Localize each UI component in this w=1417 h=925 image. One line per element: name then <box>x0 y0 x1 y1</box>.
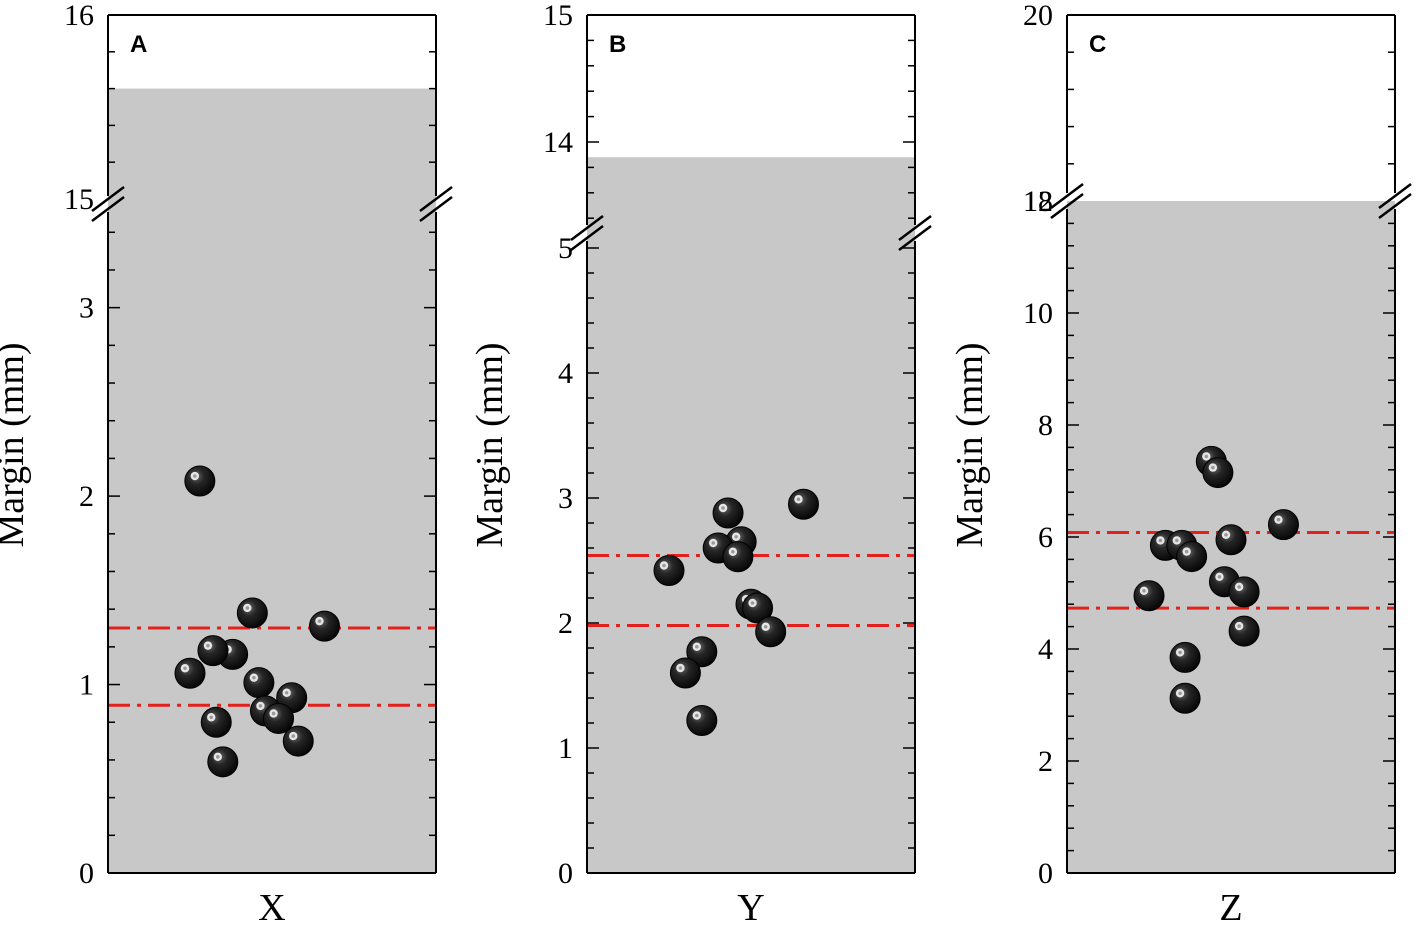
panel-a-break-marks <box>91 186 453 222</box>
panel-c-tick-label: 8 <box>1038 409 1053 442</box>
panel-a-xlabel: X <box>258 887 285 925</box>
panel-a-tick-label: 15 <box>64 183 94 216</box>
data-point <box>1202 457 1234 489</box>
data-point <box>1215 524 1247 556</box>
panel-b-tick-label: 2 <box>558 607 573 640</box>
axis-break-mark <box>1378 183 1412 209</box>
panel-c-tick-label: 10 <box>1023 297 1053 330</box>
data-point <box>197 635 229 667</box>
data-point <box>1267 509 1299 541</box>
data-point <box>742 592 774 624</box>
panel-a-tick-labels: 0 1 2 3 15 16 <box>64 0 94 890</box>
panel-c-points <box>1133 445 1299 714</box>
panel-a-shade-upper <box>108 88 436 204</box>
panel-a-tick-label: 16 <box>64 0 94 32</box>
panel-a: 0 1 2 3 15 16 A Margin (mm) X <box>0 0 453 925</box>
panel-a-tick-label: 1 <box>79 669 94 702</box>
data-point <box>686 636 718 668</box>
panel-c-tick-label: 6 <box>1038 521 1053 554</box>
axis-break-mark <box>91 186 125 212</box>
data-point <box>712 497 744 529</box>
panel-a-tick-label: 2 <box>79 480 94 513</box>
axis-break-mark <box>91 196 125 222</box>
axis-break-mark <box>1378 193 1412 219</box>
data-point <box>263 702 295 734</box>
panel-b-tick-labels: 0 1 2 3 4 5 14 15 <box>543 0 573 890</box>
panel-b-shade-upper <box>587 157 915 233</box>
panel-b: 0 1 2 3 4 5 14 15 B Margin (mm) Y <box>469 0 932 925</box>
data-point <box>1133 580 1165 612</box>
data-point <box>1228 576 1260 608</box>
panel-b-xlabel: Y <box>737 887 764 925</box>
panel-b-tick-label: 1 <box>558 732 573 765</box>
data-point <box>207 746 239 778</box>
data-point <box>1228 615 1260 647</box>
panel-a-tick-label: 3 <box>79 292 94 325</box>
panel-a-tick-label: 0 <box>79 857 94 890</box>
data-point <box>308 610 340 642</box>
data-point <box>1176 541 1208 573</box>
panel-b-tick-label: 14 <box>543 126 573 159</box>
axis-break-mark <box>898 215 932 241</box>
panel-b-tick-label: 3 <box>558 482 573 515</box>
data-point <box>243 667 275 699</box>
panel-c-ylabel: Margin (mm) <box>949 342 991 547</box>
panel-a-frame <box>107 14 437 874</box>
data-point <box>686 705 718 736</box>
axis-break-mark <box>1050 183 1084 209</box>
panel-c-tick-label: 2 <box>1038 745 1053 778</box>
panel-c-label: C <box>1089 31 1106 58</box>
data-point <box>787 488 819 520</box>
data-point <box>184 465 216 497</box>
data-point <box>236 597 268 629</box>
panel-b-break-marks <box>570 215 932 251</box>
panel-c-break-marks <box>1050 183 1412 219</box>
panel-b-tick-label: 0 <box>558 857 573 890</box>
panel-b-label: B <box>609 31 626 58</box>
data-point <box>722 541 754 573</box>
data-point <box>200 706 232 738</box>
data-point <box>174 657 206 689</box>
panel-b-tick-label: 5 <box>558 232 573 265</box>
panel-b-tick-label: 4 <box>558 357 573 390</box>
data-point <box>669 657 701 689</box>
data-point <box>282 725 314 757</box>
axis-break-mark <box>570 215 604 241</box>
panel-a-ylabel: Margin (mm) <box>0 342 32 547</box>
panel-c-tick-label: 4 <box>1038 633 1053 666</box>
panel-c-xlabel: Z <box>1219 887 1242 925</box>
panel-a-label: A <box>130 31 147 58</box>
axis-break-mark <box>419 196 453 222</box>
panel-b-tick-label: 15 <box>543 0 573 32</box>
panel-c-tick-label: 20 <box>1023 0 1053 32</box>
axis-break-mark <box>419 186 453 212</box>
panel-c-tick-label: 12 <box>1023 185 1053 218</box>
panel-c-tick-label: 0 <box>1038 857 1053 890</box>
panel-b-ylabel: Margin (mm) <box>469 342 511 547</box>
axis-break-mark <box>1050 193 1084 219</box>
data-point <box>653 555 685 586</box>
panel-b-points <box>653 488 819 736</box>
axis-break-mark <box>570 225 604 251</box>
data-point <box>1169 641 1201 673</box>
data-point <box>755 616 787 648</box>
panel-b-frame <box>586 14 916 874</box>
panel-c-tick-label: 18 <box>1023 185 1053 218</box>
axis-break-mark <box>898 225 932 251</box>
panel-a-shade-lower <box>108 204 436 873</box>
panel-c-frame <box>1066 14 1396 874</box>
data-point <box>1169 682 1201 714</box>
panel-a-points <box>174 465 340 778</box>
